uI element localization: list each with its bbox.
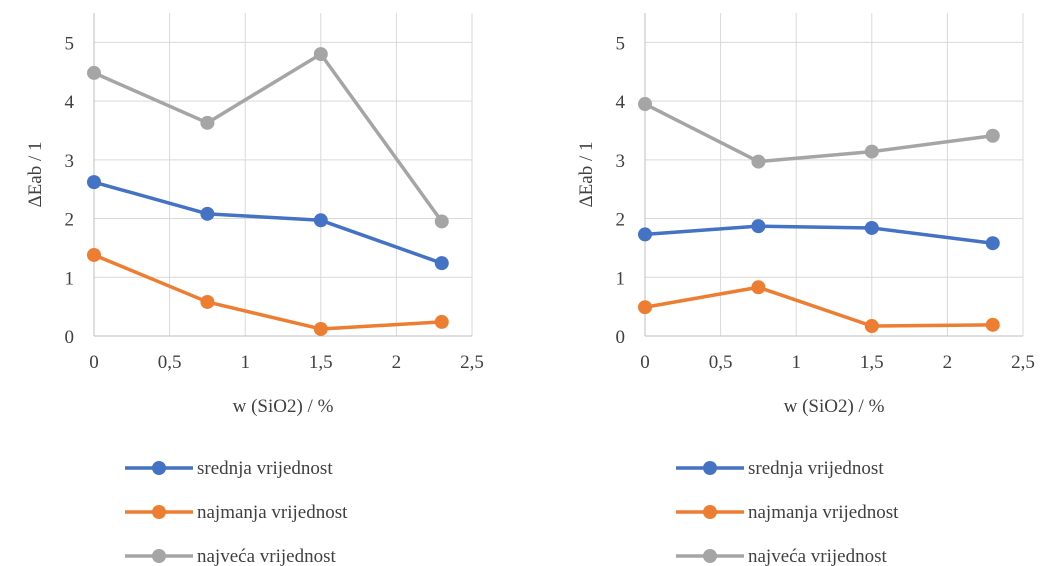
- legend-label: najveća vrijednost: [197, 546, 336, 566]
- x-tick-label: 2: [943, 352, 953, 373]
- x-axis-title: w (SiO2) / %: [233, 396, 334, 417]
- y-tick-label: 2: [65, 210, 75, 231]
- data-point: [864, 220, 879, 235]
- x-tick-label: 1: [791, 352, 801, 373]
- y-tick-label: 1: [616, 268, 626, 289]
- x-tick-label: 1,5: [860, 352, 884, 373]
- legend-label: srednja vrijednost: [197, 458, 333, 479]
- data-point: [638, 300, 652, 315]
- y-tick-label: 4: [616, 92, 626, 113]
- data-point: [864, 319, 879, 334]
- y-tick-label: 4: [65, 92, 75, 113]
- y-tick-label: 5: [616, 33, 626, 54]
- y-tick-label: 5: [65, 33, 75, 54]
- data-point: [985, 236, 1000, 251]
- x-axis-title: w (SiO2) / %: [784, 396, 885, 417]
- legend-label: najmanja vrijednost: [197, 502, 348, 523]
- x-tick-label: 2,5: [1011, 352, 1035, 373]
- series-line: [92, 180, 444, 265]
- data-point: [87, 175, 101, 190]
- y-axis-title: ΔEab / 1: [576, 141, 597, 207]
- data-point: [751, 154, 766, 169]
- legend-marker: [703, 461, 717, 475]
- legend-label: najmanja vrijednost: [748, 502, 899, 523]
- data-point: [638, 227, 652, 242]
- data-point: [985, 128, 1000, 143]
- series-line: [92, 253, 444, 331]
- series-line: [92, 52, 444, 224]
- x-tick-label: 2: [392, 352, 402, 373]
- x-tick-label: 1: [240, 352, 250, 373]
- y-tick-label: 3: [616, 151, 626, 172]
- x-tick-label: 1,5: [309, 352, 333, 373]
- data-point: [313, 321, 328, 336]
- data-point: [200, 294, 215, 309]
- data-point: [200, 206, 215, 221]
- legend-marker: [703, 549, 717, 563]
- data-point: [200, 115, 215, 130]
- legend-label: srednja vrijednost: [748, 458, 884, 479]
- data-point: [313, 213, 328, 228]
- x-tick-label: 0,5: [158, 352, 182, 373]
- data-point: [985, 317, 1000, 332]
- series-line: [643, 102, 995, 164]
- x-tick-label: 0: [89, 352, 99, 373]
- legend-marker: [703, 505, 717, 519]
- legend-label: najveća vrijednost: [748, 546, 887, 566]
- y-tick-label: 0: [616, 327, 626, 348]
- data-point: [434, 256, 449, 271]
- x-tick-label: 2,5: [460, 352, 484, 373]
- data-point: [87, 65, 101, 80]
- y-tick-label: 2: [616, 210, 626, 231]
- x-tick-label: 0,5: [709, 352, 733, 373]
- x-tick-label: 0: [640, 352, 650, 373]
- data-point: [638, 97, 652, 112]
- data-point: [434, 214, 449, 229]
- legend-marker: [152, 461, 166, 475]
- chart-2: 0 0,5 1 1,5 2 2,5 0 1 2 3 4 5 w (SiO2) / % ΔEab / 1 sr…: [576, 13, 1035, 566]
- series-line: [643, 224, 995, 245]
- data-point: [313, 47, 328, 62]
- y-axis-title: ΔEab / 1: [25, 141, 46, 207]
- series-line: [643, 285, 995, 328]
- y-tick-label: 0: [65, 327, 75, 348]
- legend-marker: [152, 549, 166, 563]
- legend-marker: [152, 505, 166, 519]
- data-point: [864, 144, 879, 159]
- y-tick-label: 1: [65, 268, 75, 289]
- y-tick-label: 3: [65, 151, 75, 172]
- data-point: [87, 247, 101, 262]
- chart-1: 0 0,5 1 1,5 2 2,5 0 1 2 3 4 5 w (SiO2) / % ΔEab / 1 sr…: [25, 13, 484, 566]
- data-point: [434, 314, 449, 329]
- data-point: [751, 219, 766, 234]
- data-point: [751, 280, 766, 295]
